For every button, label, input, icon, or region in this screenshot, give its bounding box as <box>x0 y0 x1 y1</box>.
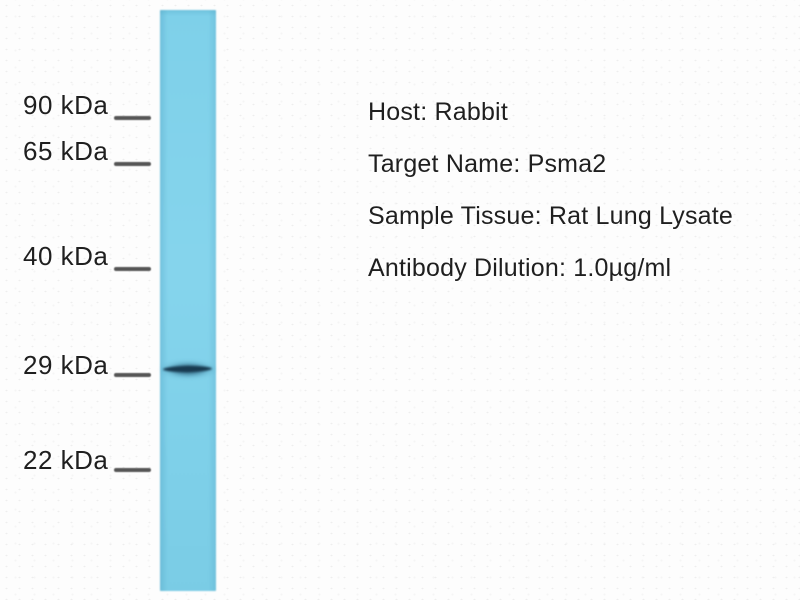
annotation-sample-tissue: Sample Tissue: Rat Lung Lysate <box>368 202 733 230</box>
marker-tick-90kda <box>114 116 151 120</box>
annotation-antibody-dilution: Antibody Dilution: 1.0µg/ml <box>368 254 672 282</box>
marker-tick-29kda <box>114 373 151 377</box>
marker-tick-40kda <box>114 267 151 271</box>
annotation-target-name: Target Name: Psma2 <box>368 150 607 178</box>
gel-lane-edge-shading <box>160 10 216 591</box>
marker-label-90kda: 90 kDa <box>23 90 109 120</box>
marker-tick-22kda <box>114 468 151 472</box>
marker-label-22kda: 22 kDa <box>23 445 109 475</box>
marker-label-65kda: 65 kDa <box>23 136 109 166</box>
annotation-host: Host: Rabbit <box>368 98 508 126</box>
gel-lane <box>160 10 216 591</box>
marker-label-40kda: 40 kDa <box>23 241 109 271</box>
marker-tick-65kda <box>114 162 151 166</box>
marker-label-29kda: 29 kDa <box>23 350 109 380</box>
